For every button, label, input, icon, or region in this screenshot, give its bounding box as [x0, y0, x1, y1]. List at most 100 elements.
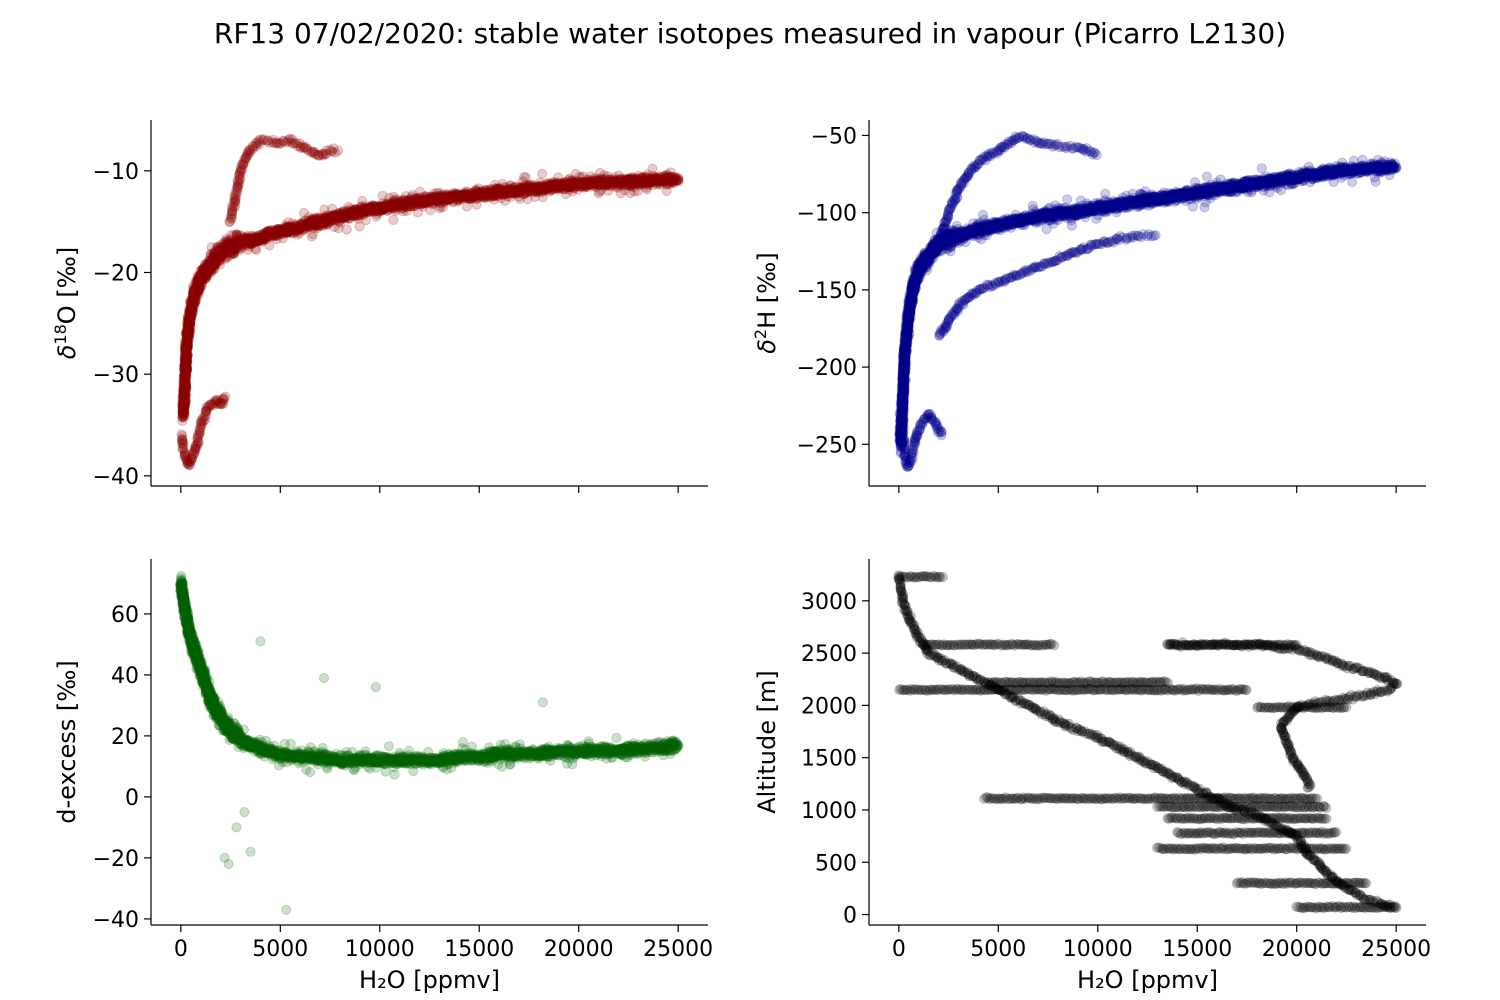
y-tick-label: −10 — [93, 160, 139, 185]
data-point — [603, 185, 614, 196]
data-point — [178, 386, 189, 397]
data-point — [178, 412, 189, 423]
y-axis-label: δ18O [‰] — [51, 247, 81, 360]
data-point — [178, 388, 189, 400]
data-point — [178, 388, 189, 399]
data-point — [537, 168, 548, 179]
data-point — [178, 390, 190, 401]
data-point — [177, 400, 188, 411]
scatter-points — [894, 130, 1402, 472]
data-point — [178, 403, 189, 414]
data-point — [178, 408, 190, 419]
data-point — [178, 403, 189, 414]
data-point — [179, 405, 190, 417]
data-point — [180, 397, 191, 408]
y-axis-label-species: O [‰] — [53, 247, 81, 324]
data-point — [629, 186, 640, 197]
data-point — [177, 385, 188, 396]
data-point — [178, 395, 189, 407]
data-point — [178, 384, 190, 395]
data-point — [179, 401, 190, 412]
data-point — [178, 393, 189, 404]
data-point — [177, 410, 189, 421]
data-point — [178, 406, 189, 417]
y-tick-label: −40 — [93, 465, 139, 490]
y-tick-label: −20 — [93, 262, 139, 287]
data-point — [537, 192, 548, 203]
data-point — [461, 193, 472, 204]
data-point — [177, 402, 189, 413]
data-point — [554, 178, 566, 189]
data-point — [177, 405, 188, 416]
data-point — [670, 175, 682, 186]
data-point — [178, 407, 190, 418]
data-point — [178, 403, 189, 414]
data-point — [179, 393, 190, 404]
data-point — [180, 396, 191, 407]
data-point — [178, 379, 189, 390]
data-point — [178, 408, 189, 419]
data-point — [179, 398, 190, 409]
data-point — [489, 179, 501, 190]
data-point — [595, 167, 606, 179]
data-point — [179, 394, 191, 405]
data-point — [178, 392, 189, 403]
data-point — [179, 407, 190, 418]
data-point — [178, 399, 190, 410]
data-point — [178, 383, 190, 394]
data-point — [178, 382, 190, 393]
data-point — [180, 383, 191, 394]
data-point — [179, 386, 190, 397]
data-point — [179, 397, 190, 408]
data-point — [298, 207, 310, 218]
data-point — [178, 401, 189, 413]
data-point — [359, 204, 370, 215]
data-point — [643, 177, 654, 188]
data-point — [178, 386, 189, 397]
data-point — [177, 396, 188, 407]
data-point — [181, 382, 192, 393]
data-point — [177, 411, 189, 422]
data-point — [178, 405, 189, 416]
data-point — [177, 415, 188, 426]
data-point — [182, 350, 193, 361]
y-axis-label-superscript: 18 — [51, 324, 70, 344]
data-point — [178, 400, 189, 411]
data-point — [178, 400, 190, 411]
data-point — [177, 401, 189, 412]
data-point — [179, 396, 190, 407]
data-point — [178, 389, 189, 400]
data-point — [181, 389, 192, 400]
data-point — [402, 196, 413, 207]
data-point — [180, 396, 192, 407]
data-point — [354, 221, 365, 232]
data-point — [177, 409, 188, 420]
data-point — [196, 274, 207, 285]
data-point — [178, 390, 190, 401]
data-point — [179, 409, 190, 420]
data-point — [180, 392, 191, 403]
data-point — [179, 400, 190, 411]
data-point — [178, 403, 190, 414]
data-point — [216, 244, 227, 255]
data-point — [419, 195, 430, 207]
data-point — [178, 399, 189, 411]
data-point — [179, 410, 191, 421]
data-point — [177, 407, 188, 418]
data-point — [178, 392, 189, 403]
data-point — [178, 398, 189, 409]
data-point — [178, 407, 189, 418]
data-point — [179, 390, 190, 401]
data-point — [178, 405, 190, 416]
data-point — [661, 185, 672, 197]
data-point — [243, 241, 254, 252]
data-point — [179, 384, 190, 395]
data-point — [179, 381, 190, 392]
data-point — [179, 389, 190, 400]
data-point — [471, 199, 482, 210]
data-point — [179, 385, 190, 397]
data-point — [179, 399, 190, 410]
data-point — [180, 389, 191, 400]
data-point — [177, 412, 188, 423]
